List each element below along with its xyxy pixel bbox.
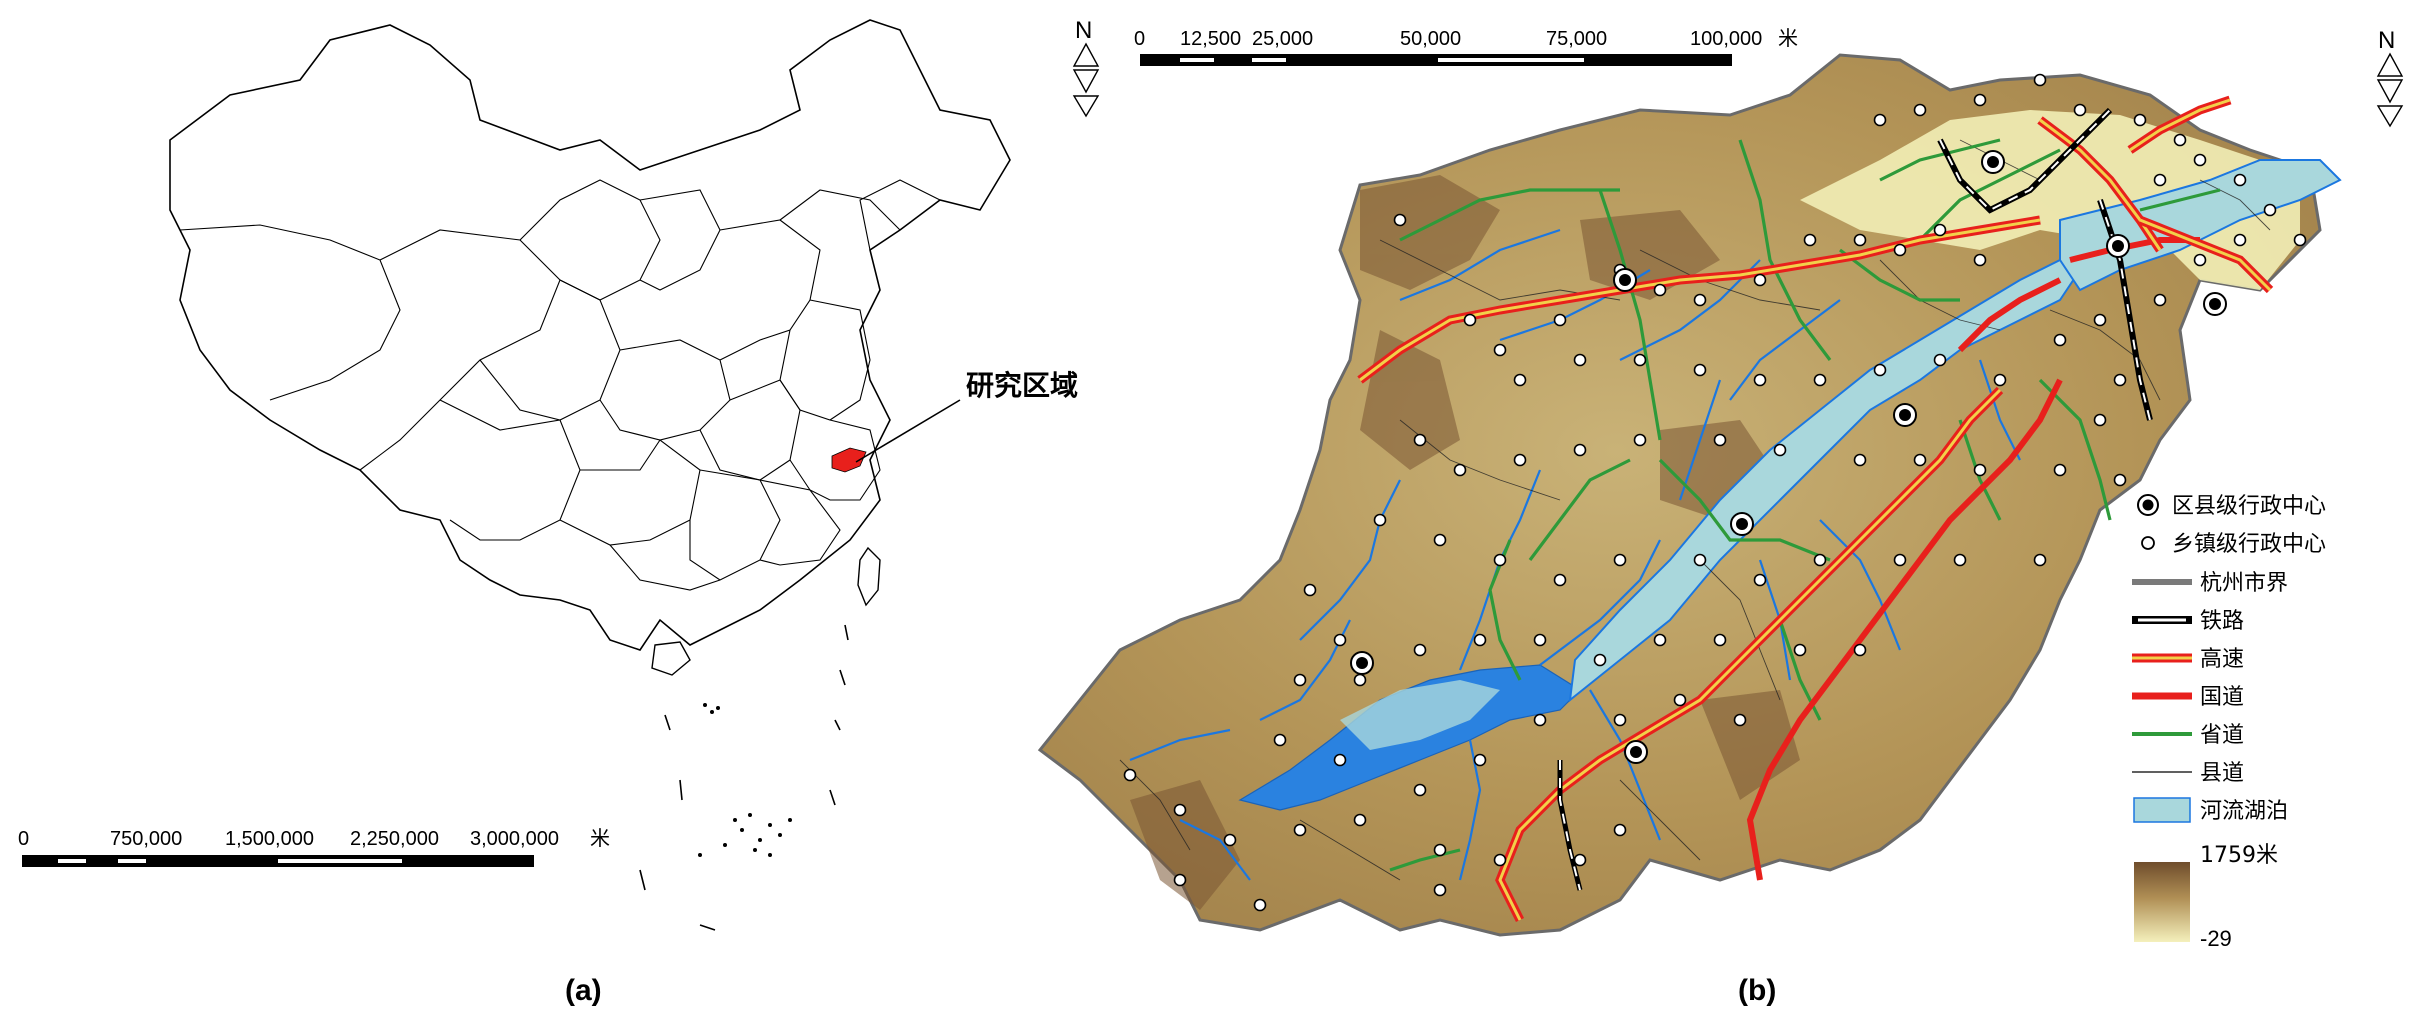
legend-item-national-road: 国道 <box>2132 685 2244 710</box>
svg-text:杭州市界: 杭州市界 <box>2200 571 2288 596</box>
svg-text:50,000: 50,000 <box>1400 28 1461 50</box>
svg-text:省道: 省道 <box>2200 723 2244 748</box>
legend-item-county-road: 县道 <box>2132 761 2244 786</box>
svg-text:0: 0 <box>1134 28 1145 50</box>
legend-item-city-boundary: 杭州市界 <box>2132 571 2288 596</box>
svg-text:75,000: 75,000 <box>1546 28 1607 50</box>
district-center-marker <box>1613 268 1637 292</box>
svg-text:3,000,000: 3,000,000 <box>470 828 559 850</box>
scalebar-b: 0 12,500 25,000 50,000 75,000 100,000 米 <box>1134 26 1798 66</box>
hainan-outline <box>651 641 691 676</box>
district-center-marker <box>2106 234 2130 258</box>
district-center-marker <box>2203 292 2227 316</box>
north-arrow-a: N <box>1072 17 1100 118</box>
legend-item-railway: 铁路 <box>2132 609 2244 634</box>
hangzhou-detail-map: N 0 12,500 25,000 50,000 75,000 100,000 … <box>1037 26 2404 1007</box>
district-center-marker <box>1350 651 1374 675</box>
legend-item-town-center: 乡镇级行政中心 <box>2141 532 2326 557</box>
south-china-sea-islands <box>698 703 792 857</box>
svg-text:25,000: 25,000 <box>1252 28 1313 50</box>
district-center-marker <box>1893 403 1917 427</box>
svg-text:100,000: 100,000 <box>1690 28 1762 50</box>
svg-text:区县级行政中心: 区县级行政中心 <box>2172 494 2326 519</box>
study-area-leader-line <box>855 399 961 463</box>
qiantang-estuary <box>2059 159 2342 292</box>
svg-text:1,500,000: 1,500,000 <box>225 828 314 850</box>
svg-text:N: N <box>2378 27 2395 54</box>
china-overview-map: 研究区域 N 0 750,000 1,500,000 2,250,000 3,0… <box>18 17 1100 1007</box>
svg-text:河流湖泊: 河流湖泊 <box>2200 799 2288 824</box>
town-centers <box>1123 73 2307 912</box>
expressways <box>1357 95 2274 923</box>
svg-text:N: N <box>1075 17 1092 44</box>
svg-text:12,500: 12,500 <box>1180 28 1241 50</box>
river-network <box>1129 228 2021 881</box>
legend: 区县级行政中心 乡镇级行政中心 杭州市界 铁路 高速 <box>2132 494 2326 951</box>
panel-a-label: (a) <box>565 974 602 1007</box>
svg-text:米: 米 <box>1778 26 1798 50</box>
legend-item-water: 河流湖泊 <box>2133 797 2288 824</box>
svg-text:铁路: 铁路 <box>2200 609 2244 634</box>
district-center-marker <box>1730 512 1754 536</box>
legend-item-district-center: 区县级行政中心 <box>2137 494 2326 519</box>
svg-text:750,000: 750,000 <box>110 828 182 850</box>
study-area-highlight <box>831 447 867 473</box>
province-boundaries <box>179 179 941 591</box>
svg-text:0: 0 <box>18 828 29 850</box>
svg-text:乡镇级行政中心: 乡镇级行政中心 <box>2172 532 2326 557</box>
nine-dash-line <box>639 624 849 931</box>
svg-text:1759米: 1759米 <box>2200 843 2278 868</box>
taiwan-outline <box>857 546 881 607</box>
district-centers <box>1350 150 2227 764</box>
svg-text:国道: 国道 <box>2200 685 2244 710</box>
svg-text:-29: -29 <box>2200 926 2232 951</box>
scalebar-a: 0 750,000 1,500,000 2,250,000 3,000,000 … <box>18 826 610 867</box>
study-area-label: 研究区域 <box>966 369 1078 402</box>
provincial-roads <box>1389 138 2221 872</box>
lake-light-area <box>1340 680 1500 750</box>
svg-text:2,250,000: 2,250,000 <box>350 828 439 850</box>
district-center-marker <box>1624 740 1648 764</box>
legend-elevation-ramp: 1759米 -29 <box>2134 843 2278 951</box>
legend-item-expressway: 高速 <box>2132 647 2244 672</box>
district-center-marker <box>1981 150 2005 174</box>
north-arrow-b: N <box>2376 27 2404 128</box>
svg-text:高速: 高速 <box>2200 647 2244 672</box>
china-outline <box>169 19 1011 651</box>
svg-text:县道: 县道 <box>2200 761 2244 786</box>
panel-b-label: (b) <box>1738 974 1776 1007</box>
legend-item-provincial-road: 省道 <box>2132 723 2244 748</box>
svg-text:米: 米 <box>590 826 610 850</box>
